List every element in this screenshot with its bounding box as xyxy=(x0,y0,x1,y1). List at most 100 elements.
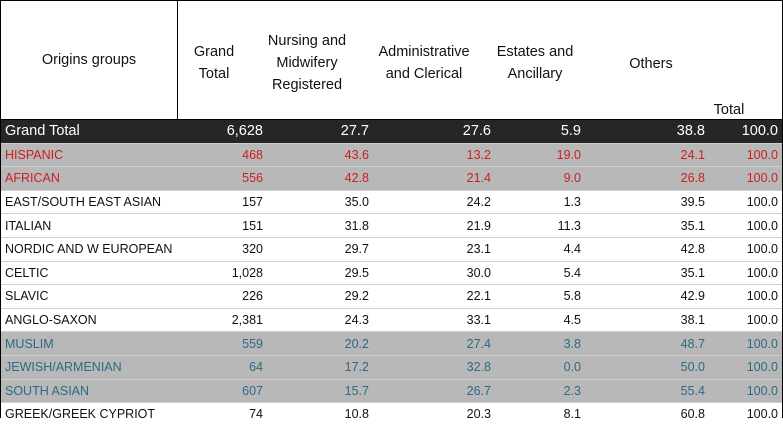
total-cell: 100.0 xyxy=(709,331,782,356)
others-cell: 26.8 xyxy=(585,166,709,191)
estates-cell: 9.0 xyxy=(495,166,585,191)
total-cell: 100.0 xyxy=(709,402,782,426)
admin-cell: 32.8 xyxy=(373,354,495,380)
header-others: Others xyxy=(629,56,673,72)
others-cell: 24.1 xyxy=(585,142,709,167)
header-admin-line1: Administrative xyxy=(378,44,470,60)
group-label: AFRICAN xyxy=(1,166,177,191)
header-nursing-line3: Registered xyxy=(271,77,343,93)
table-row: NORDIC AND W EUROPEAN 320 29.7 23.1 4.4 42.8 1… xyxy=(1,236,782,262)
table-row: ANGLO-SAXON 2,381 24.3 33.1 4.5 38.1 100.0 xyxy=(1,307,782,332)
header-grand-total-line2: Total xyxy=(198,66,230,82)
header-estates: Estates and Ancillary xyxy=(485,41,585,85)
estates-cell: 5.8 xyxy=(495,284,585,309)
grand-total-cell: 2,381 xyxy=(177,307,267,332)
total-cell: 100.0 xyxy=(709,236,782,262)
grand-total-cell: 226 xyxy=(177,284,267,309)
admin-cell: 24.2 xyxy=(373,189,495,214)
table-row: MUSLIM 559 20.2 27.4 3.8 48.7 100.0 xyxy=(1,331,782,356)
header-estates-line2: Ancillary xyxy=(507,66,563,82)
group-label: HISPANIC xyxy=(1,142,177,167)
grand-total-cell: 74 xyxy=(177,402,267,426)
table-row: EAST/SOUTH EAST ASIAN 157 35.0 24.2 1.3 39.5 1… xyxy=(1,189,782,214)
nursing-cell: 29.2 xyxy=(267,284,373,309)
total-cell: 100.0 xyxy=(709,354,782,380)
total-cell: 100.0 xyxy=(709,213,782,238)
admin-cell: 21.9 xyxy=(373,213,495,238)
table-row: ITALIAN 151 31.8 21.9 11.3 35.1 100.0 xyxy=(1,213,782,238)
grand-total-cell: 607 xyxy=(177,378,267,403)
grand-total-cell: 151 xyxy=(177,213,267,238)
admin-cell: 26.7 xyxy=(373,378,495,403)
estates-cell: 19.0 xyxy=(495,142,585,167)
group-label: ITALIAN xyxy=(1,213,177,238)
group-label: MUSLIM xyxy=(1,331,177,356)
header-admin-line2: and Clerical xyxy=(385,66,463,82)
table-row: AFRICAN 556 42.8 21.4 9.0 26.8 100.0 xyxy=(1,166,782,191)
table-row: Grand Total 6,628 27.7 27.6 5.9 38.8 100.0 xyxy=(1,120,782,144)
header-origins-groups: Origins groups xyxy=(41,52,137,68)
group-label: CELTIC xyxy=(1,260,177,285)
total-cell: 100.0 xyxy=(709,120,782,144)
others-cell: 42.9 xyxy=(585,284,709,309)
table-row: CELTIC 1,028 29.5 30.0 5.4 35.1 100.0 xyxy=(1,260,782,285)
header-total: Total xyxy=(713,102,745,118)
header-divider xyxy=(177,1,178,119)
group-label: SOUTH ASIAN xyxy=(1,378,177,403)
others-cell: 50.0 xyxy=(585,354,709,380)
estates-cell: 1.3 xyxy=(495,189,585,214)
total-cell: 100.0 xyxy=(709,284,782,309)
others-cell: 39.5 xyxy=(585,189,709,214)
table-row: SOUTH ASIAN 607 15.7 26.7 2.3 55.4 100.0 xyxy=(1,378,782,403)
header-nursing: Nursing and Midwifery Registered xyxy=(254,30,360,96)
nursing-cell: 29.5 xyxy=(267,260,373,285)
admin-cell: 13.2 xyxy=(373,142,495,167)
estates-cell: 3.8 xyxy=(495,331,585,356)
admin-cell: 33.1 xyxy=(373,307,495,332)
grand-total-cell: 320 xyxy=(177,236,267,262)
others-cell: 35.1 xyxy=(585,260,709,285)
estates-cell: 2.3 xyxy=(495,378,585,403)
table-body: Grand Total 6,628 27.7 27.6 5.9 38.8 100.0 HISP… xyxy=(1,120,782,426)
group-label: GREEK/GREEK CYPRIOT xyxy=(1,402,177,426)
grand-total-cell: 157 xyxy=(177,189,267,214)
estates-cell: 5.9 xyxy=(495,120,585,144)
total-cell: 100.0 xyxy=(709,307,782,332)
estates-cell: 5.4 xyxy=(495,260,585,285)
header-nursing-line1: Nursing and xyxy=(267,33,347,49)
group-label: NORDIC AND W EUROPEAN xyxy=(1,236,177,262)
others-cell: 38.1 xyxy=(585,307,709,332)
others-cell: 42.8 xyxy=(585,236,709,262)
total-cell: 100.0 xyxy=(709,142,782,167)
grand-total-cell: 1,028 xyxy=(177,260,267,285)
table-row: SLAVIC 226 29.2 22.1 5.8 42.9 100.0 xyxy=(1,284,782,309)
table-row: JEWISH/ARMENIAN 64 17.2 32.8 0.0 50.0 100.0 xyxy=(1,354,782,380)
admin-cell: 23.1 xyxy=(373,236,495,262)
others-cell: 35.1 xyxy=(585,213,709,238)
header-administrative: Administrative and Clerical xyxy=(363,41,485,85)
others-cell: 55.4 xyxy=(585,378,709,403)
admin-cell: 27.4 xyxy=(373,331,495,356)
header-estates-line1: Estates and xyxy=(496,44,574,60)
data-table: Grand Total 6,628 27.7 27.6 5.9 38.8 100.0 HISP… xyxy=(1,120,782,426)
grand-total-cell: 559 xyxy=(177,331,267,356)
estates-cell: 11.3 xyxy=(495,213,585,238)
admin-cell: 30.0 xyxy=(373,260,495,285)
nursing-cell: 42.8 xyxy=(267,166,373,191)
grand-total-cell: 556 xyxy=(177,166,267,191)
grand-total-cell: 64 xyxy=(177,354,267,380)
nursing-cell: 43.6 xyxy=(267,142,373,167)
table-row: GREEK/GREEK CYPRIOT 74 10.8 20.3 8.1 60.8 100.… xyxy=(1,402,782,426)
estates-cell: 4.4 xyxy=(495,236,585,262)
nursing-cell: 35.0 xyxy=(267,189,373,214)
group-label: EAST/SOUTH EAST ASIAN xyxy=(1,189,177,214)
group-label: ANGLO-SAXON xyxy=(1,307,177,332)
others-cell: 48.7 xyxy=(585,331,709,356)
nursing-cell: 31.8 xyxy=(267,213,373,238)
estates-cell: 4.5 xyxy=(495,307,585,332)
estates-cell: 8.1 xyxy=(495,402,585,426)
grand-total-cell: 468 xyxy=(177,142,267,167)
header-grand-total: Grand Total xyxy=(181,41,247,85)
nursing-cell: 15.7 xyxy=(267,378,373,403)
nursing-cell: 17.2 xyxy=(267,354,373,380)
